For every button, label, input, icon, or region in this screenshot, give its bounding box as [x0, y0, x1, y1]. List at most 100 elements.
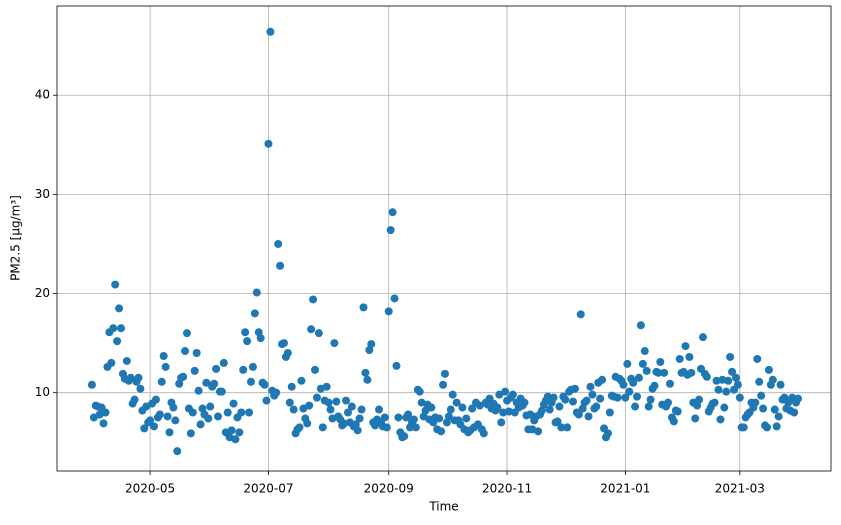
point: [214, 412, 223, 421]
point: [497, 418, 506, 427]
point: [561, 395, 570, 404]
point: [182, 329, 191, 338]
point: [768, 375, 777, 384]
point: [318, 423, 327, 432]
point: [394, 413, 403, 422]
point: [634, 373, 643, 382]
point: [136, 384, 145, 393]
point: [762, 423, 771, 432]
point: [355, 414, 364, 423]
point: [739, 423, 748, 432]
point: [720, 403, 729, 412]
point: [332, 397, 341, 406]
point: [468, 404, 477, 413]
point: [229, 399, 238, 408]
point: [654, 368, 663, 377]
point: [101, 408, 110, 417]
point: [619, 380, 628, 389]
point: [252, 288, 261, 297]
point: [380, 413, 389, 422]
point: [681, 342, 690, 351]
point: [790, 408, 799, 417]
point: [243, 337, 252, 346]
point: [250, 309, 259, 318]
point: [219, 358, 228, 367]
point: [588, 390, 597, 399]
point: [714, 385, 723, 394]
point: [520, 398, 529, 407]
point: [227, 426, 236, 435]
point: [388, 208, 397, 217]
point: [155, 410, 164, 419]
point: [314, 329, 323, 338]
point: [437, 427, 446, 436]
point: [303, 419, 312, 428]
point: [710, 398, 719, 407]
point: [549, 393, 558, 402]
point: [359, 303, 368, 312]
point: [409, 415, 418, 424]
x-tick-label: 2021-03: [715, 482, 765, 496]
point: [146, 416, 155, 425]
point: [179, 372, 188, 381]
point: [126, 373, 135, 382]
point: [772, 422, 781, 431]
point: [231, 435, 240, 444]
point: [633, 392, 642, 401]
point: [134, 373, 143, 382]
point: [669, 417, 678, 426]
point: [411, 423, 420, 432]
point: [245, 408, 254, 417]
point: [241, 328, 250, 337]
point: [603, 429, 612, 438]
point: [107, 358, 116, 367]
point: [260, 380, 269, 389]
point: [305, 401, 314, 410]
point: [534, 427, 543, 436]
point: [446, 405, 455, 414]
point: [508, 390, 517, 399]
point: [264, 139, 273, 148]
point: [735, 393, 744, 402]
point: [122, 356, 131, 365]
point: [375, 405, 384, 414]
point: [753, 354, 762, 363]
point: [157, 377, 166, 386]
x-tick-label: 2021-01: [600, 482, 650, 496]
point: [206, 402, 215, 411]
point: [733, 380, 742, 389]
point: [113, 337, 122, 346]
point: [660, 368, 669, 377]
point: [169, 403, 178, 412]
point: [173, 447, 182, 456]
point: [400, 432, 409, 441]
point: [613, 393, 622, 402]
point: [557, 423, 566, 432]
point: [295, 423, 304, 432]
point: [452, 398, 461, 407]
point: [702, 372, 711, 381]
point: [151, 395, 160, 404]
point: [569, 397, 577, 406]
point: [322, 382, 331, 391]
point: [312, 393, 321, 402]
point: [188, 408, 197, 417]
point: [361, 368, 370, 377]
point: [774, 412, 783, 421]
point: [283, 349, 292, 358]
point: [462, 414, 471, 423]
point: [582, 396, 591, 405]
point: [631, 402, 640, 411]
point: [458, 403, 467, 412]
point: [794, 394, 803, 403]
point: [297, 376, 306, 385]
point: [440, 369, 449, 378]
point: [326, 405, 335, 414]
point: [629, 378, 638, 387]
point: [130, 395, 139, 404]
point: [623, 359, 632, 368]
x-axis-label: Time: [428, 500, 458, 514]
point: [640, 347, 649, 356]
point: [757, 391, 766, 400]
